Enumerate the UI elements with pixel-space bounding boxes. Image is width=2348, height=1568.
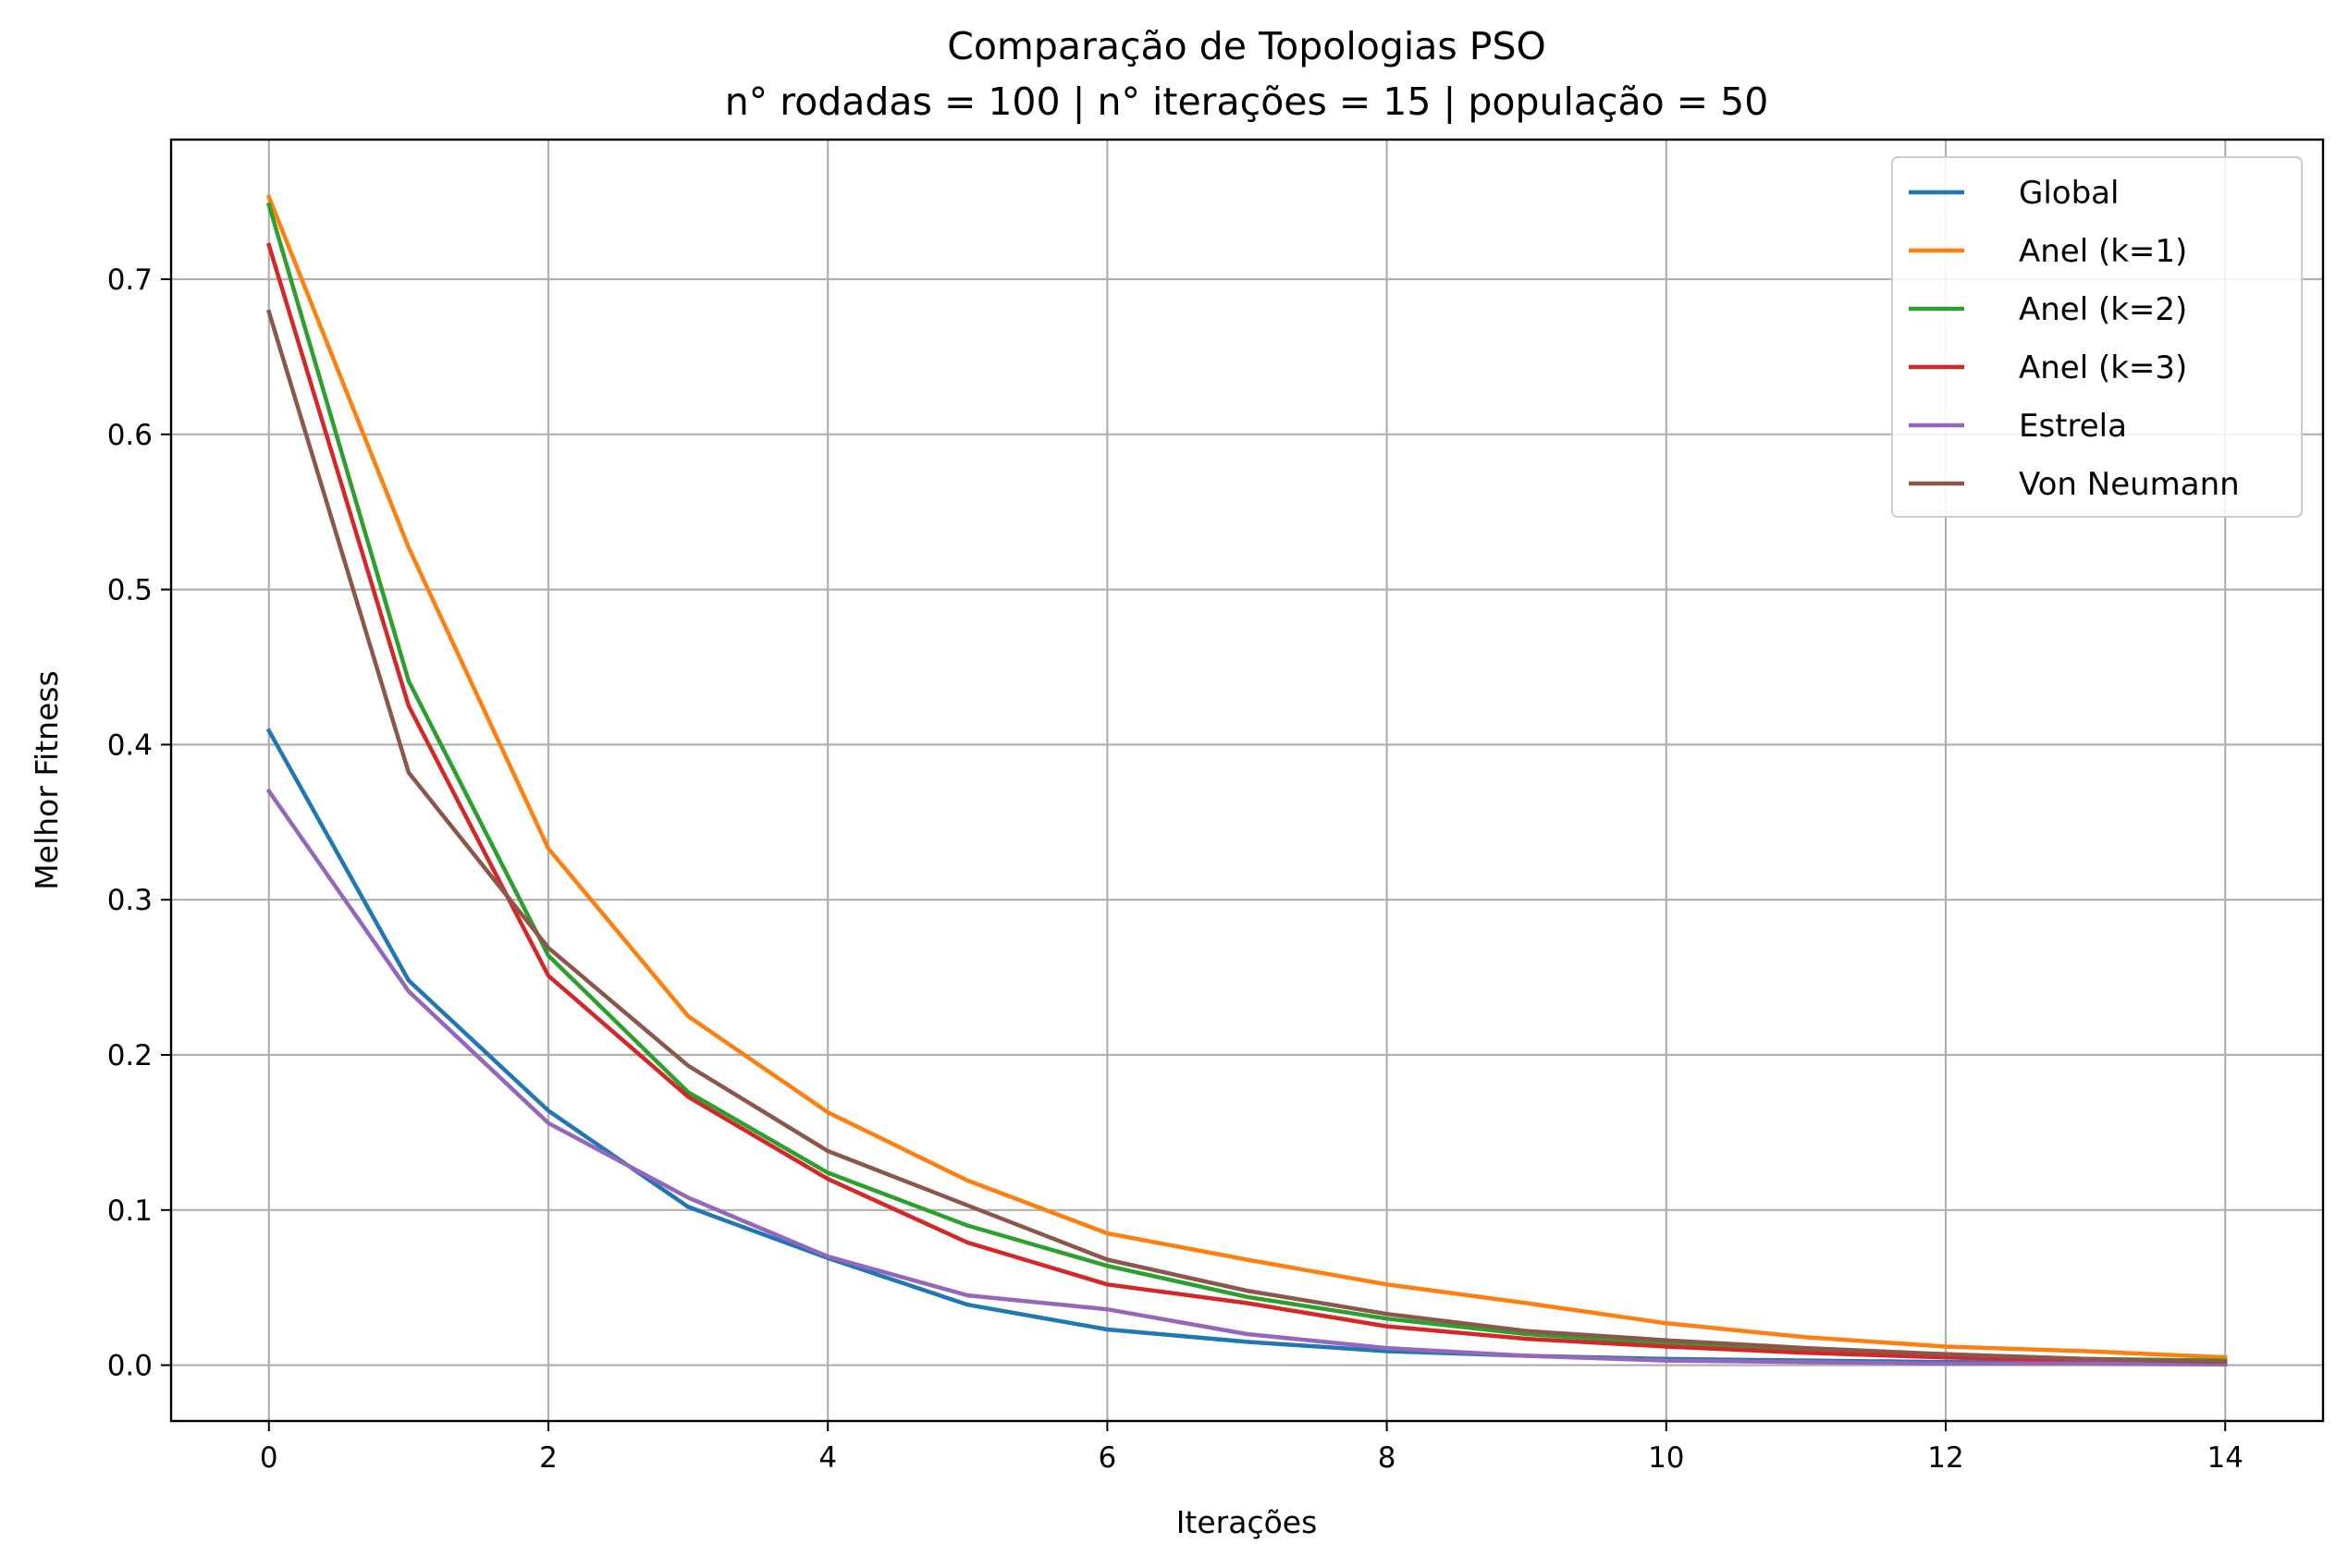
y-axis-ticks: 0.0 0.1 0.2 0.3 0.4 0.5 0.6 0.7 (107, 263, 171, 1383)
legend-label-anel-k-3: Anel (k=3) (2019, 349, 2187, 386)
y-tick-label: 0.6 (107, 419, 153, 452)
x-tick-label: 2 (539, 1441, 558, 1475)
y-tick-label: 0.4 (107, 729, 153, 762)
x-axis-label: Iterações (1176, 1504, 1318, 1540)
legend-label-von-neumann: Von Neumann (2019, 466, 2240, 503)
series-line-von-neumann (265, 309, 2228, 1365)
x-tick-label: 8 (1378, 1441, 1396, 1475)
x-tick-label: 6 (1099, 1441, 1117, 1475)
plot-frame (169, 138, 2325, 1423)
legend-label-global: Global (2019, 175, 2119, 212)
x-tick-label: 12 (1927, 1441, 1963, 1475)
x-axis-ticks: 0 2 4 6 8 10 12 14 (260, 1421, 2244, 1475)
legend-label-estrela: Estrela (2019, 408, 2127, 445)
y-tick-label: 0.5 (107, 574, 153, 607)
y-tick-label: 0.3 (107, 884, 153, 917)
series-line-anel-k-1 (265, 194, 2228, 1360)
y-axis-label: Melhor Fitness (29, 670, 65, 889)
chart-title: Comparação de Topologias PSO (947, 24, 1546, 68)
x-tick-label: 10 (1648, 1441, 1684, 1475)
y-tick-label: 0.0 (107, 1350, 153, 1383)
y-tick-label: 0.2 (107, 1039, 153, 1072)
y-tick-label: 0.7 (107, 263, 153, 297)
legend: Global Anel (k=1) Anel (k=2) Anel (k=3) Estr… (1891, 156, 2303, 518)
series-line-estrela (265, 788, 2228, 1367)
x-tick-label: 4 (818, 1441, 837, 1475)
x-tick-label: 0 (260, 1441, 278, 1475)
legend-label-anel-k-1: Anel (k=1) (2019, 233, 2187, 270)
x-tick-label: 14 (2207, 1441, 2244, 1475)
legend-box (1891, 156, 2303, 518)
series-line-anel-k-3 (265, 242, 2228, 1365)
series-lines (265, 194, 2228, 1367)
legend-label-anel-k-2: Anel (k=2) (2019, 291, 2187, 328)
y-tick-label: 0.1 (107, 1194, 153, 1228)
chart-subtitle: n° rodadas = 100 | n° iterações = 15 | p… (725, 80, 1769, 124)
